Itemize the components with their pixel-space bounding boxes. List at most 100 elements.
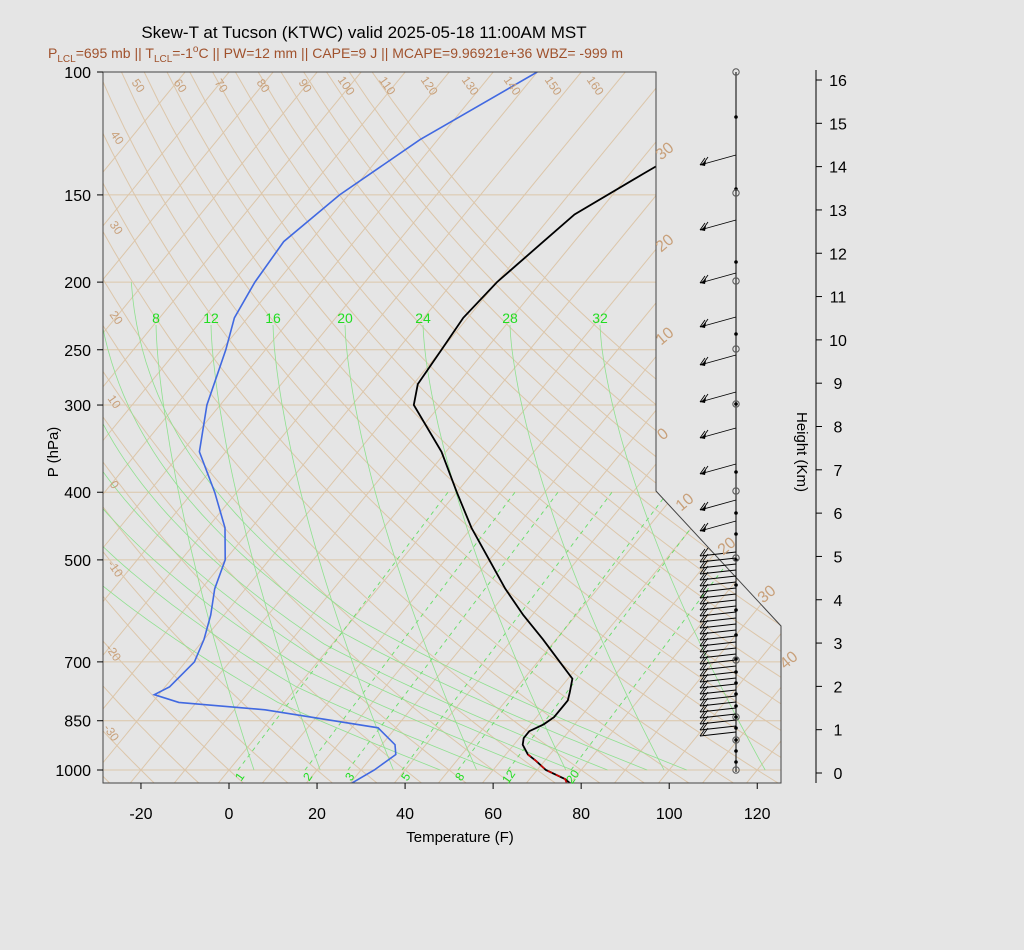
wind-barb bbox=[699, 427, 737, 439]
isotherm-line bbox=[877, 72, 1024, 785]
isotherm-line bbox=[103, 72, 406, 783]
moist-adiabat bbox=[103, 282, 494, 771]
wind-level-ring bbox=[732, 189, 740, 197]
temperature-tick-label: 120 bbox=[744, 806, 771, 823]
isotherm-line bbox=[833, 72, 1024, 785]
wind-barb bbox=[699, 667, 737, 677]
wind-barb bbox=[699, 520, 737, 532]
mixing-ratio-label-top: 20 bbox=[337, 310, 353, 326]
wind-speed-label: 0 bbox=[654, 425, 672, 444]
wind-level-dot bbox=[734, 749, 738, 753]
wind-barb bbox=[699, 547, 737, 557]
mixing-ratio-label-top: 24 bbox=[415, 310, 431, 326]
dry-adiabat bbox=[143, 72, 781, 783]
height-tick-label: 4 bbox=[834, 593, 843, 610]
wind-level-dot bbox=[734, 470, 738, 474]
dry-adiabat bbox=[303, 72, 781, 783]
isotherm-line bbox=[789, 72, 1024, 785]
height-tick-label: 11 bbox=[830, 290, 847, 307]
wind-barb bbox=[699, 697, 737, 707]
dry-adiabat bbox=[103, 72, 737, 783]
isotherm-line bbox=[304, 72, 781, 783]
dry-adiabat bbox=[103, 72, 469, 783]
subtitle-part: o bbox=[193, 44, 199, 55]
wind-barb bbox=[699, 673, 737, 683]
moist-adiabat bbox=[103, 282, 573, 771]
isotherm-line bbox=[744, 72, 781, 783]
wind-barb bbox=[699, 661, 737, 671]
wind-level-ring bbox=[732, 766, 740, 774]
height-axis-label: Height (Km) bbox=[793, 412, 810, 492]
pressure-axis-label: P (hPa) bbox=[45, 427, 62, 478]
isotherm-line bbox=[103, 72, 450, 783]
dewpoint-trace bbox=[152, 72, 538, 783]
wind-barb bbox=[699, 577, 737, 587]
wind-barb bbox=[699, 601, 737, 611]
wind-barb bbox=[699, 316, 737, 328]
dry-adiabat bbox=[326, 72, 781, 783]
wind-level-ring bbox=[732, 277, 740, 285]
wind-barb bbox=[699, 272, 737, 284]
mixing-ratio-label-top: 16 bbox=[265, 310, 281, 326]
temperature-tick-label: 60 bbox=[484, 806, 502, 823]
wind-barb bbox=[699, 625, 737, 635]
temperature-tick-label: 80 bbox=[572, 806, 590, 823]
isotherm-line bbox=[103, 72, 362, 783]
plot-area bbox=[103, 72, 781, 783]
wind-barb bbox=[699, 679, 737, 689]
isotherm-line bbox=[921, 72, 1024, 785]
wind-level-dot bbox=[734, 332, 738, 336]
dry-adiabat bbox=[103, 72, 692, 783]
saturation-curve bbox=[509, 324, 665, 771]
mixing-ratio-line bbox=[457, 491, 669, 771]
dry-adiabat bbox=[166, 72, 781, 783]
height-tick-label: 2 bbox=[834, 679, 843, 696]
isotherm-line bbox=[103, 72, 538, 783]
dry-adiabat bbox=[103, 72, 157, 783]
wind-barb bbox=[699, 463, 737, 475]
saturation-curve bbox=[599, 324, 766, 771]
chart-title: Skew-T at Tucson (KTWC) valid 2025-05-18… bbox=[141, 23, 586, 42]
pressure-tick-label: 1000 bbox=[55, 763, 91, 780]
wind-level-ring bbox=[732, 345, 740, 353]
subtitle-part: C || PW=12 mm || CAPE=9 J || MCAPE=9.969… bbox=[198, 45, 623, 61]
wind-barb bbox=[699, 595, 737, 605]
mixing-ratio-line bbox=[237, 491, 449, 771]
wind-level-dot bbox=[734, 704, 738, 708]
isotherm-line bbox=[524, 72, 781, 783]
wind-barb bbox=[699, 219, 737, 231]
wind-barb bbox=[699, 721, 737, 731]
wind-level-ring bbox=[732, 487, 740, 495]
wind-barb bbox=[699, 607, 737, 617]
wind-barb bbox=[699, 565, 737, 575]
height-tick-label: 8 bbox=[834, 420, 843, 437]
wind-level-dot bbox=[734, 260, 738, 264]
wind-barb bbox=[699, 553, 737, 563]
mixing-ratio-label-top: 8 bbox=[152, 310, 160, 326]
plot-border bbox=[102, 71, 782, 784]
saturation-curve bbox=[344, 324, 477, 771]
subtitle-part: P bbox=[48, 45, 57, 61]
pressure-tick-label: 400 bbox=[64, 485, 91, 502]
wind-level-ring bbox=[732, 68, 740, 76]
dry-adiabat bbox=[103, 72, 335, 783]
height-tick-label: 0 bbox=[834, 766, 843, 783]
wind-barb bbox=[699, 685, 737, 695]
pressure-tick-label: 150 bbox=[64, 188, 91, 205]
subtitle-part: =695 mb || T bbox=[76, 45, 155, 61]
dry-adiabat bbox=[103, 72, 603, 783]
saturation-curve bbox=[155, 324, 255, 771]
subtitle-part: LCL bbox=[57, 54, 76, 65]
height-tick-label: 6 bbox=[834, 506, 843, 523]
isotherm-line bbox=[103, 72, 274, 783]
height-tick-label: 10 bbox=[829, 333, 847, 350]
wind-level-dot bbox=[734, 608, 738, 612]
dry-adiabat bbox=[371, 72, 781, 783]
wind-barb bbox=[699, 727, 737, 737]
mixing-ratio-label-top: 28 bbox=[502, 310, 518, 326]
isotherm-line bbox=[568, 72, 781, 783]
wind-level-ring bbox=[732, 736, 740, 744]
wind-barb bbox=[699, 703, 737, 713]
mixing-ratio-line bbox=[347, 491, 559, 771]
